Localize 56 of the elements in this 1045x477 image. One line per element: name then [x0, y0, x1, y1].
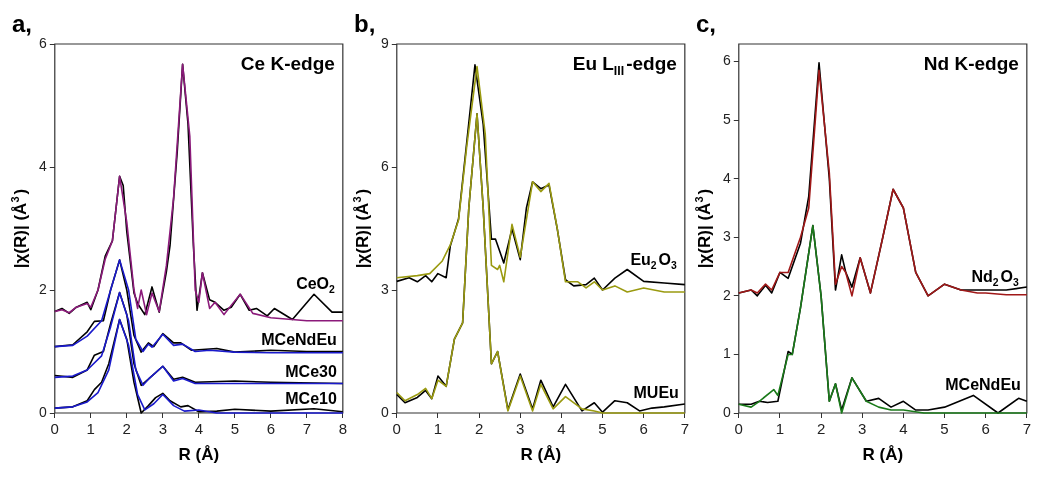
y-axis-title: |χ(R)| (Å3) — [351, 188, 372, 269]
x-tick-label: 1 — [433, 420, 443, 438]
y-tick-label: 4 — [38, 157, 47, 174]
x-tick-label: 1 — [86, 420, 95, 438]
y-tick-label: 6 — [380, 157, 389, 174]
series-label: MUEu — [633, 383, 679, 401]
x-tick-label: 5 — [940, 420, 949, 438]
x-tick-label: 5 — [230, 420, 239, 438]
y-tick-label: 6 — [38, 34, 47, 51]
annotation: Ce K-edge — [240, 53, 335, 74]
x-tick-label: 7 — [1022, 420, 1031, 438]
y-tick-label: 2 — [722, 286, 731, 303]
y-axis-title: |χ(R)| (Å3) — [693, 188, 714, 269]
x-tick-label: 4 — [899, 420, 908, 438]
x-tick-label: 0 — [734, 420, 743, 438]
y-tick-label: 5 — [722, 111, 731, 127]
y-tick-label: 9 — [380, 34, 389, 51]
x-tick-label: 2 — [474, 420, 484, 438]
x-tick-label: 3 — [858, 420, 867, 438]
x-tick-label: 7 — [302, 420, 311, 438]
x-tick-label: 3 — [158, 420, 167, 438]
x-tick-label: 0 — [392, 420, 401, 438]
x-tick-label: 8 — [338, 420, 347, 438]
x-tick-label: 1 — [775, 420, 785, 438]
y-tick-label: 4 — [722, 169, 731, 186]
series-label: MCeNdEu — [945, 376, 1021, 394]
x-tick-label: 4 — [194, 420, 203, 438]
x-tick-label: 5 — [598, 420, 607, 438]
series-label: MCe30 — [285, 363, 337, 381]
annotation: Nd K-edge — [923, 53, 1019, 74]
y-tick-label: 6 — [722, 52, 731, 69]
chart-title: a, — [12, 10, 33, 37]
y-tick-label: 0 — [38, 403, 47, 420]
x-tick-label: 7 — [680, 420, 689, 438]
x-tick-label: 6 — [639, 420, 648, 438]
x-tick-label: 3 — [516, 420, 525, 438]
y-axis-title: |χ(R)| (Å3) — [9, 188, 30, 269]
x-axis-title: R (Å) — [178, 445, 220, 464]
series-label: MCe10 — [285, 389, 337, 407]
y-tick-label: 0 — [722, 403, 731, 420]
chart-title: b, — [354, 10, 376, 37]
y-tick-label: 1 — [722, 345, 731, 362]
y-tick-label: 3 — [722, 228, 731, 245]
x-tick-label: 0 — [50, 420, 59, 438]
x-axis-title: R (Å) — [520, 445, 562, 464]
series-label: MCeNdEu — [261, 331, 337, 349]
x-tick-label: 2 — [122, 420, 131, 438]
x-tick-label: 6 — [266, 420, 275, 438]
y-tick-label: 3 — [380, 280, 389, 297]
x-axis-title: R (Å) — [862, 445, 904, 464]
x-tick-label: 6 — [981, 420, 990, 438]
y-tick-label: 0 — [380, 403, 389, 420]
x-tick-label: 2 — [816, 420, 826, 438]
chart-title: c, — [696, 10, 717, 37]
y-tick-label: 2 — [38, 280, 47, 297]
x-tick-label: 4 — [557, 420, 566, 438]
